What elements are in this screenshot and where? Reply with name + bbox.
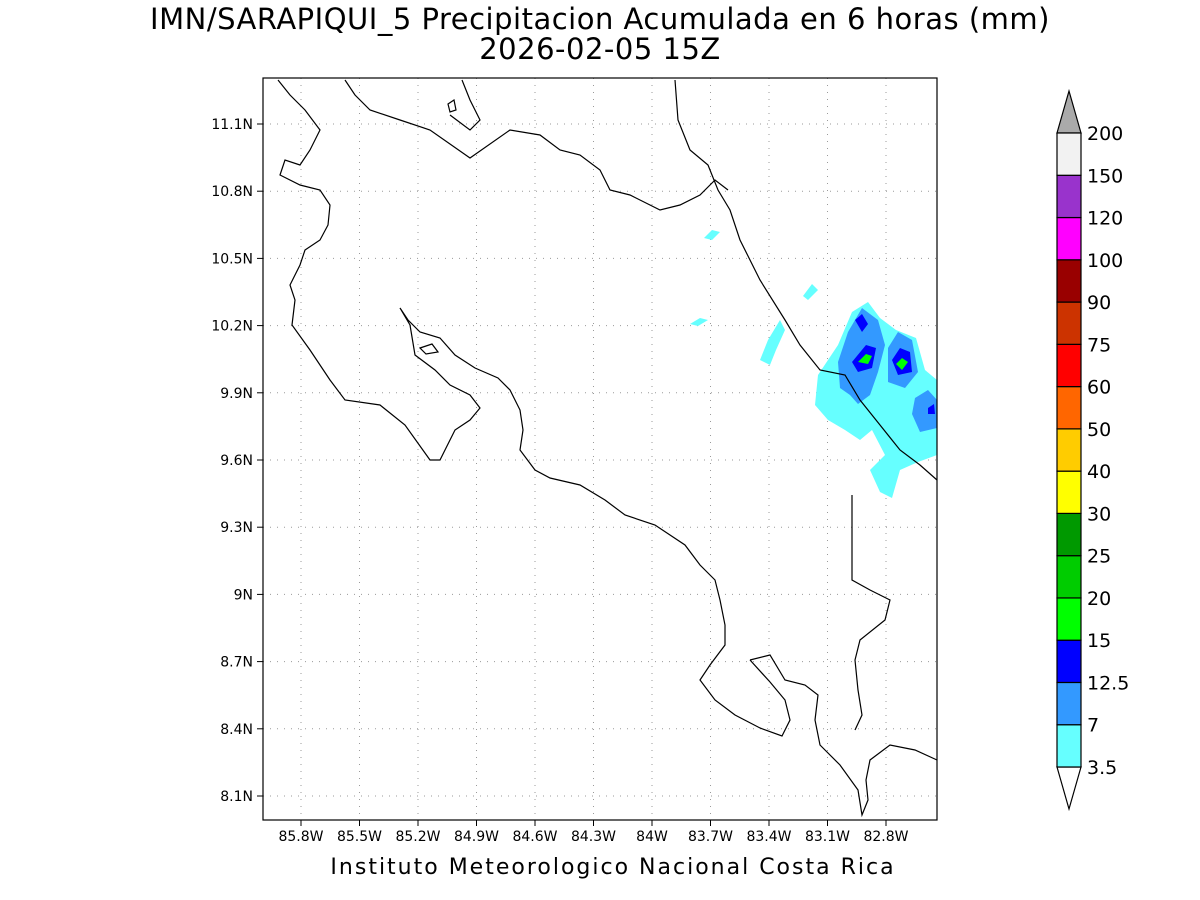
colorbar-label: 200 (1087, 123, 1123, 145)
colorbar-over-triangle (1056, 88, 1082, 134)
colorbar: 3.5 7 12.5 15 20 25 30 40 50 60 75 90 100 120 150 200 (1056, 88, 1129, 812)
colorbar-under-triangle (1056, 766, 1082, 812)
colorbar-label: 3.5 (1087, 757, 1117, 779)
lake-shore (449, 79, 481, 131)
lat-tick-label: 10.8N (211, 184, 253, 200)
colorbar-label: 30 (1087, 503, 1111, 525)
precip-area-blue (838, 308, 937, 432)
lat-tick-label: 8.4N (220, 722, 253, 738)
osa-peninsula (749, 654, 938, 818)
colorbar-label: 75 (1087, 334, 1111, 356)
colorbar-segment (1056, 639, 1082, 684)
colorbar-label: 12.5 (1087, 672, 1129, 694)
map-grid (263, 78, 937, 820)
colorbar-label: 7 (1087, 715, 1099, 737)
northeast-coast (674, 79, 938, 481)
footer-text: Instituto Meteorologico Nacional Costa R… (330, 855, 896, 880)
colorbar-segment (1056, 132, 1082, 176)
lon-tick-label: 85.2W (395, 829, 440, 845)
pacific-coast-north (277, 79, 791, 737)
colorbar-label: 50 (1087, 419, 1111, 441)
map-title: IMN/SARAPIQUI_5 Precipitacion Acumulada … (150, 2, 1050, 36)
precip-area-cyan-w (760, 320, 785, 365)
lon-tick-label: 85.5W (337, 829, 382, 845)
colorbar-label: 60 (1087, 377, 1111, 399)
map-subtitle-datetime: 2026-02-05 15Z (479, 32, 721, 66)
colorbar-label: 90 (1087, 292, 1111, 314)
footer-credit: Instituto Meteorologico Nacional Costa R… (0, 855, 1200, 880)
lat-tick-label: 10.5N (211, 251, 253, 267)
colorbar-segment (1056, 597, 1082, 641)
precipitation-shading (690, 230, 937, 498)
coastlines-borders (277, 79, 938, 818)
lon-tick-label: 84W (636, 829, 668, 845)
colorbar-label: 40 (1087, 461, 1111, 483)
colorbar-label: 25 (1087, 546, 1111, 568)
lon-tick-label: 83.7W (688, 829, 733, 845)
lat-tick-label: 10.2N (211, 319, 253, 335)
axis-ticks: 11.1N 10.8N 10.5N 10.2N 9.9N 9.6N 9.3N 9N 8.7N 8.… (211, 117, 908, 845)
colorbar-segment (1056, 343, 1082, 388)
lat-tick-label: 11.1N (211, 117, 253, 133)
colorbar-segment (1056, 555, 1082, 599)
colorbar-segment (1056, 386, 1082, 430)
lat-tick-label: 8.1N (220, 789, 253, 805)
lon-tick-label: 83.1W (805, 829, 850, 845)
lat-tick-label: 9.3N (220, 520, 253, 536)
colorbar-label: 100 (1087, 250, 1123, 272)
colorbar-label: 15 (1087, 630, 1111, 652)
colorbar-segment (1056, 470, 1082, 514)
precip-area-cyan-ne (803, 284, 818, 300)
colorbar-segment (1056, 259, 1082, 303)
colorbar-segment (1056, 724, 1082, 768)
colorbar-segment (1056, 301, 1082, 345)
lon-tick-label: 84.6W (512, 829, 557, 845)
colorbar-segment (1056, 512, 1082, 557)
lat-tick-label: 9N (234, 587, 253, 603)
precip-area-cyan-nw (690, 318, 708, 326)
lon-tick-label: 82.8W (863, 829, 908, 845)
nicaragua-border (344, 79, 729, 211)
nicoya-islet (418, 343, 440, 355)
lat-tick-label: 8.7N (220, 655, 253, 671)
north-islet (447, 99, 457, 113)
lon-tick-label: 84.3W (571, 829, 616, 845)
colorbar-segment (1056, 174, 1082, 219)
colorbar-segment (1056, 216, 1082, 261)
panama-border (851, 495, 891, 731)
precip-area-cyan-n (704, 230, 720, 240)
colorbar-segment (1056, 681, 1082, 726)
lon-tick-label: 83.4W (746, 829, 791, 845)
lat-tick-label: 9.6N (220, 453, 253, 469)
colorbar-label: 150 (1087, 165, 1123, 187)
colorbar-label: 20 (1087, 588, 1111, 610)
colorbar-label: 120 (1087, 208, 1123, 230)
colorbar-segment (1056, 428, 1082, 472)
precip-area-green (858, 354, 908, 370)
precip-area-darkblue (852, 314, 935, 414)
lon-tick-label: 85.8W (278, 829, 323, 845)
lon-tick-label: 84.9W (454, 829, 499, 845)
map-frame (262, 77, 938, 821)
lat-tick-label: 9.9N (220, 386, 253, 402)
